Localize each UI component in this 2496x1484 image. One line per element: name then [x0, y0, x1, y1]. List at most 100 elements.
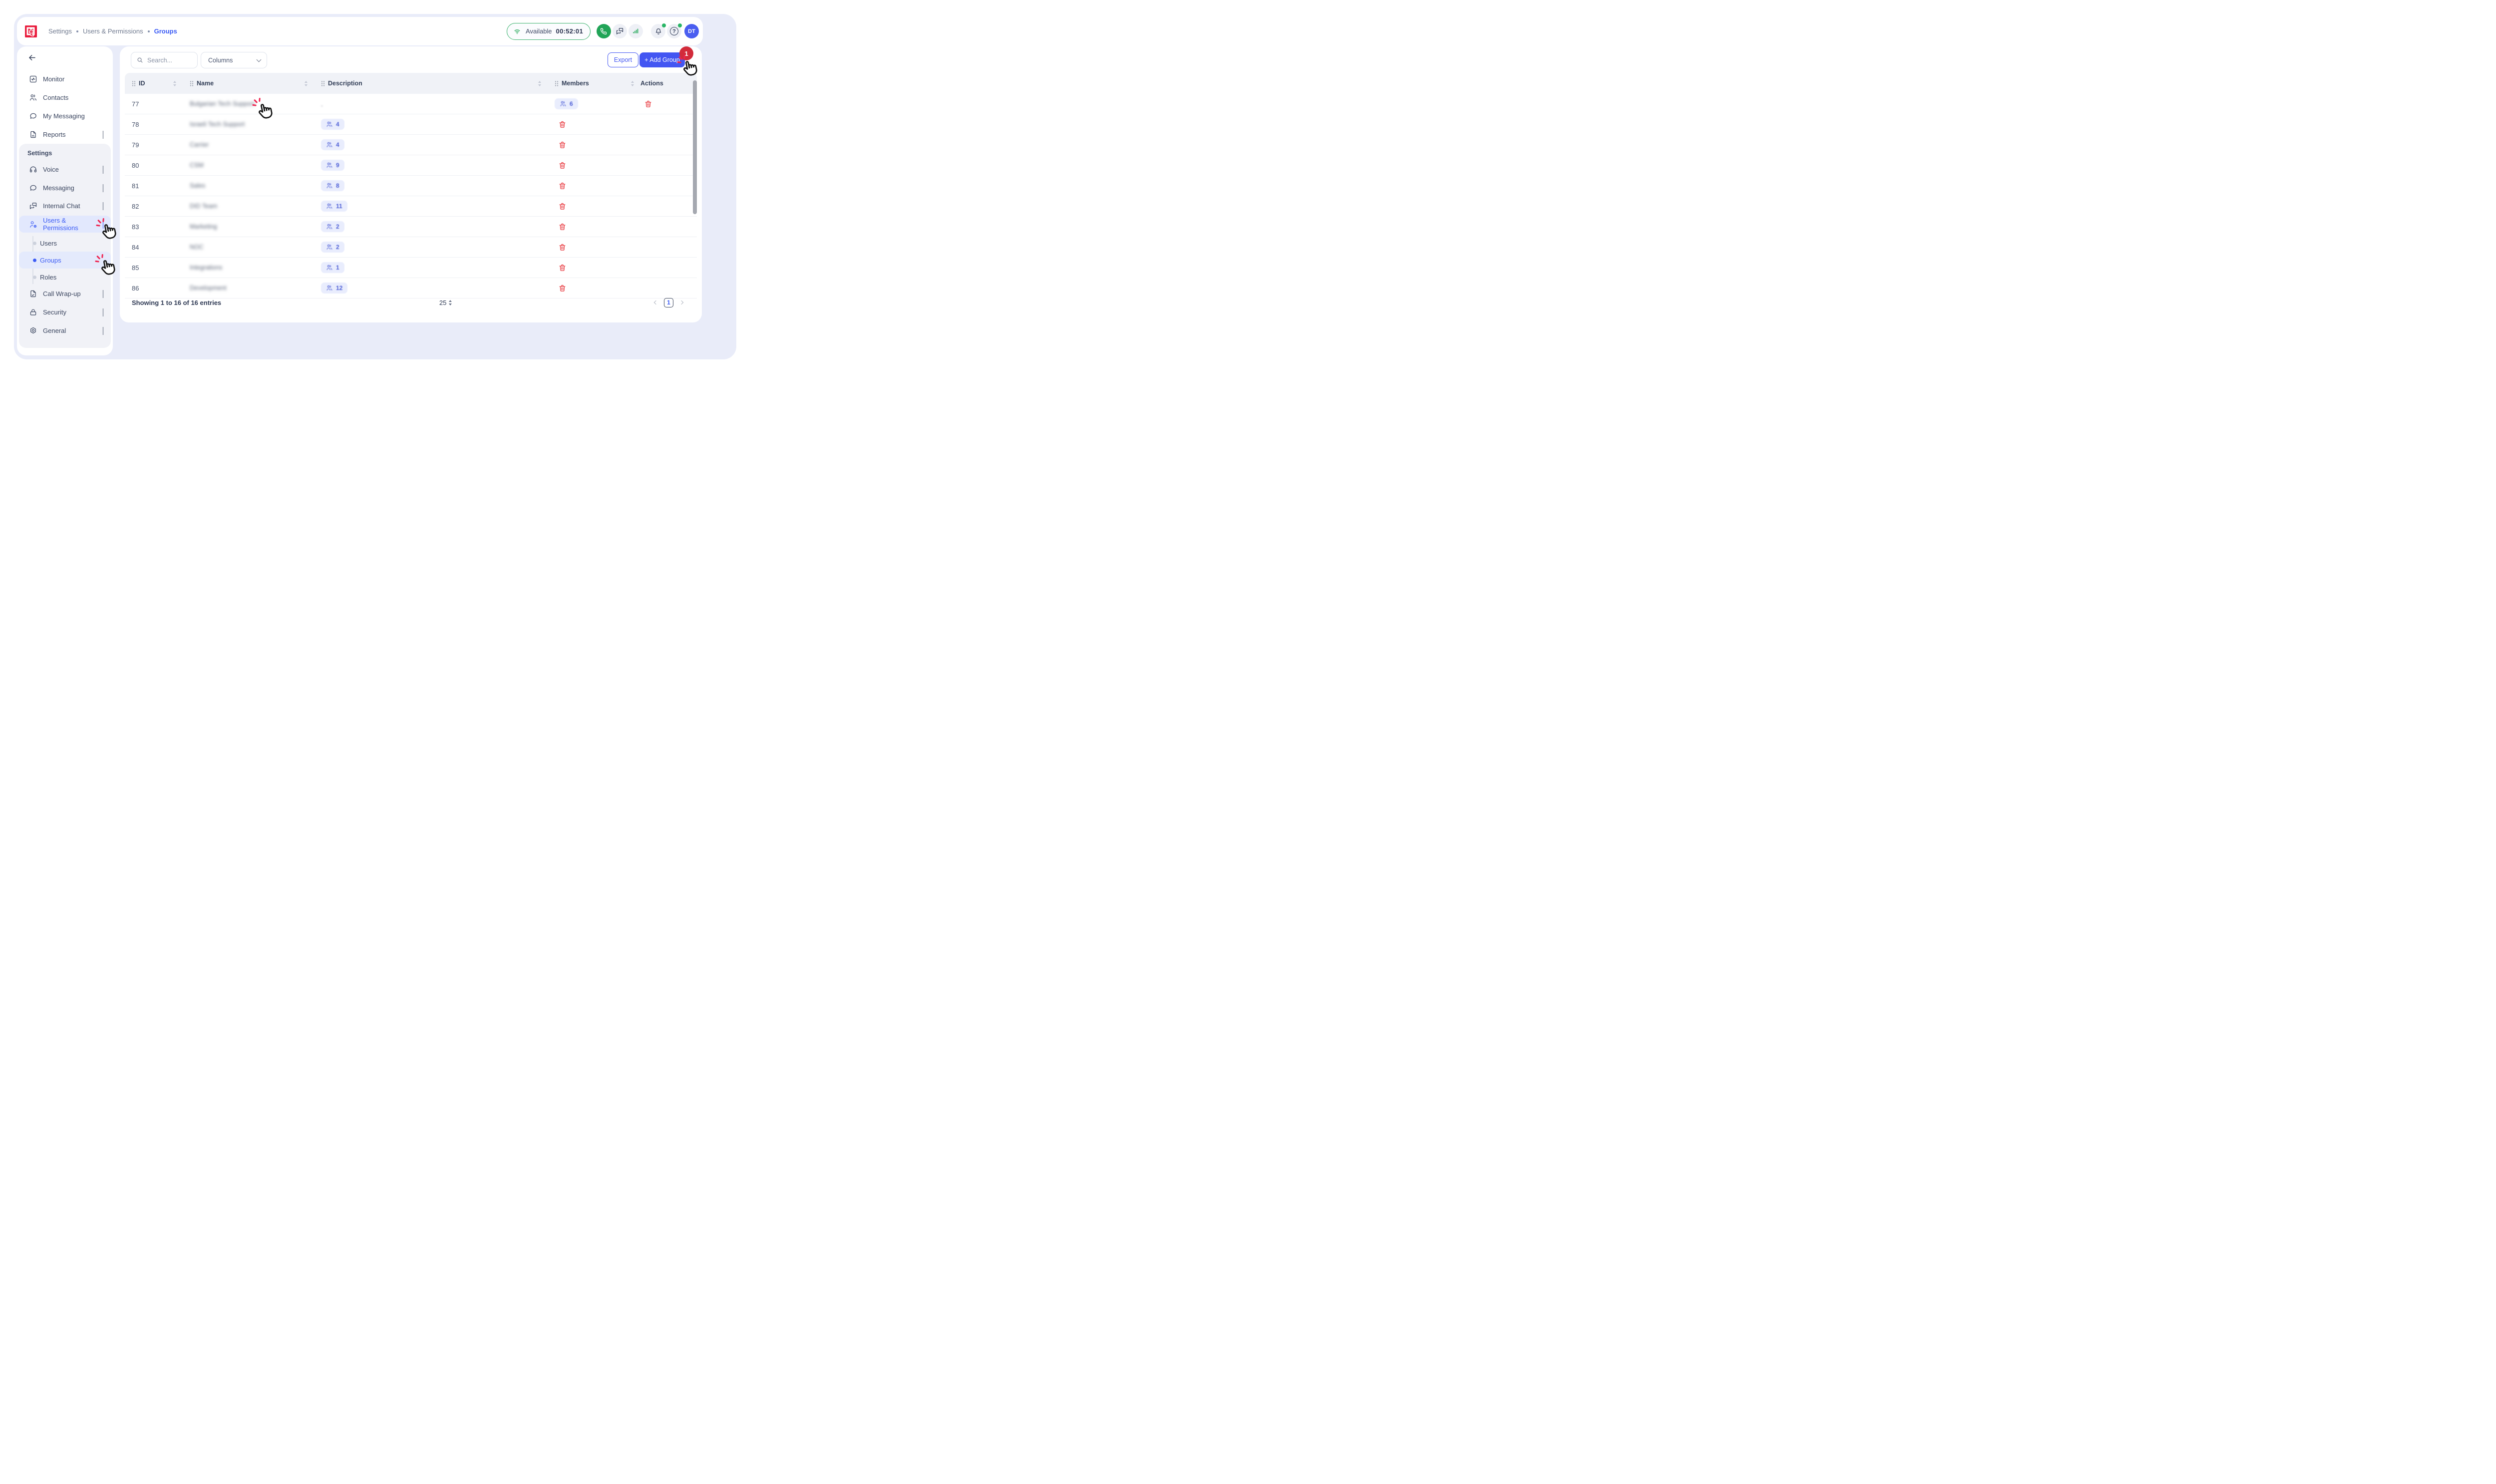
- delete-group-button[interactable]: [558, 284, 567, 293]
- previous-page-icon[interactable]: [653, 300, 658, 305]
- table-row[interactable]: 77 Bulgarian Tech Support . 6: [125, 94, 697, 114]
- table-row[interactable]: 84 NOC 2: [125, 237, 697, 258]
- add-group-button[interactable]: + Add Group: [639, 52, 685, 67]
- members-icon: [326, 223, 333, 230]
- sidebar-item-call-wrap-up[interactable]: Call Wrap-up: [19, 285, 111, 302]
- delete-group-button[interactable]: [558, 161, 567, 170]
- sidebar-subitem-groups[interactable]: Groups: [19, 252, 111, 269]
- call-quality-button[interactable]: [628, 24, 643, 38]
- row-name[interactable]: CSM: [190, 162, 204, 169]
- brand-logo-icon[interactable]: [25, 25, 37, 37]
- sidebar-item-general[interactable]: General: [19, 322, 111, 339]
- column-header-name[interactable]: Name: [190, 80, 321, 87]
- sidebar-subitem-roles[interactable]: Roles: [19, 269, 111, 286]
- sidebar-item-internal-chat[interactable]: Internal Chat: [19, 197, 111, 214]
- table-row[interactable]: 83 Marketing 2: [125, 217, 697, 237]
- members-icon: [326, 264, 333, 271]
- notification-count-badge: 1: [679, 46, 693, 60]
- members-icon: [326, 162, 333, 169]
- search-input[interactable]: [147, 56, 192, 64]
- delete-group-button[interactable]: [558, 120, 567, 129]
- delete-group-button[interactable]: [644, 100, 652, 108]
- delete-group-button[interactable]: [558, 223, 567, 231]
- table-row[interactable]: 78 Israeli Tech Support 4: [125, 114, 697, 135]
- table-row[interactable]: 85 Integrations 1: [125, 258, 697, 278]
- sidebar-item-messaging[interactable]: Messaging: [19, 179, 111, 196]
- members-count: 12: [336, 285, 343, 292]
- members-badge[interactable]: 1: [321, 262, 344, 273]
- members-badge[interactable]: 12: [321, 283, 348, 294]
- table-row[interactable]: 81 Sales 8: [125, 176, 697, 196]
- column-header-id[interactable]: ID: [132, 80, 190, 87]
- row-name[interactable]: Sales: [190, 182, 206, 189]
- column-header-description[interactable]: Description: [321, 80, 555, 87]
- breadcrumb-users-permissions[interactable]: Users & Permissions: [82, 27, 143, 35]
- table-row[interactable]: 82 DID Team 11: [125, 196, 697, 217]
- internal-chat-button[interactable]: [613, 24, 627, 38]
- bullet-icon: [33, 241, 36, 245]
- sort-icon[interactable]: [173, 80, 177, 87]
- drag-handle-icon[interactable]: [555, 80, 559, 87]
- breadcrumb-groups[interactable]: Groups: [154, 27, 177, 35]
- drag-handle-icon[interactable]: [132, 80, 136, 87]
- availability-status[interactable]: Available 00:52:01: [507, 22, 591, 40]
- row-name[interactable]: DID Team: [190, 203, 218, 210]
- sidebar-item-contacts[interactable]: Contacts: [19, 89, 111, 106]
- row-name[interactable]: Israeli Tech Support: [190, 121, 245, 128]
- sidebar-item-voice[interactable]: Voice: [19, 161, 111, 178]
- help-button[interactable]: ?: [667, 23, 682, 38]
- row-id: 77: [132, 100, 139, 108]
- sidebar-item-my-messaging[interactable]: My Messaging: [19, 107, 111, 124]
- column-header-members[interactable]: Members: [555, 80, 640, 87]
- vertical-scrollbar[interactable]: [693, 80, 697, 214]
- collapse-sidebar-button[interactable]: [27, 53, 37, 62]
- drag-handle-icon[interactable]: [190, 80, 194, 87]
- row-name[interactable]: Carrier: [190, 141, 209, 148]
- sidebar-item-label: Call Wrap-up: [43, 290, 81, 297]
- sidebar-item-security[interactable]: Security: [19, 303, 111, 320]
- sidebar-subitem-users[interactable]: Users: [19, 235, 111, 252]
- sort-icon[interactable]: [630, 80, 634, 87]
- delete-group-button[interactable]: [558, 264, 567, 272]
- members-badge[interactable]: 4: [321, 139, 344, 150]
- members-badge[interactable]: 6: [555, 98, 578, 109]
- sidebar-item-users-permissions[interactable]: Users & Permissions: [19, 216, 111, 233]
- page-size-select[interactable]: 25: [439, 299, 452, 306]
- members-badge[interactable]: 4: [321, 119, 344, 130]
- chat-bubbles-icon: [29, 202, 37, 210]
- sidebar-item-monitor[interactable]: Monitor: [19, 70, 111, 87]
- row-name[interactable]: Development: [190, 285, 227, 292]
- table-row[interactable]: 79 Carrier 4: [125, 135, 697, 155]
- delete-group-button[interactable]: [558, 141, 567, 149]
- breadcrumb-settings[interactable]: Settings: [48, 27, 72, 35]
- delete-group-button[interactable]: [558, 202, 567, 211]
- delete-group-button[interactable]: [558, 182, 567, 190]
- row-name[interactable]: NOC: [190, 244, 204, 251]
- columns-label: Columns: [208, 56, 233, 64]
- sort-icon[interactable]: [538, 80, 542, 87]
- export-button[interactable]: Export: [608, 52, 638, 67]
- avatar[interactable]: DT: [684, 24, 699, 38]
- user-cog-icon: [29, 220, 37, 229]
- status-label: Available: [526, 27, 552, 35]
- row-name[interactable]: Integrations: [190, 264, 223, 271]
- columns-dropdown[interactable]: Columns: [201, 52, 267, 68]
- phone-button[interactable]: [597, 24, 611, 38]
- sidebar-item-reports[interactable]: Reports: [19, 126, 111, 143]
- notifications-button[interactable]: [651, 23, 666, 38]
- members-badge[interactable]: 2: [321, 242, 344, 253]
- table-row[interactable]: 86 Development 12: [125, 278, 697, 298]
- table-row[interactable]: 80 CSM 9: [125, 155, 697, 176]
- next-page-icon[interactable]: [679, 300, 684, 305]
- delete-group-button[interactable]: [558, 243, 567, 252]
- drag-handle-icon[interactable]: [321, 80, 325, 87]
- members-badge[interactable]: 9: [321, 160, 344, 171]
- members-badge[interactable]: 8: [321, 180, 344, 191]
- row-name[interactable]: Bulgarian Tech Support: [190, 100, 255, 107]
- members-badge[interactable]: 2: [321, 221, 344, 232]
- members-badge[interactable]: 11: [321, 201, 347, 212]
- sort-icon[interactable]: [304, 80, 308, 87]
- row-name[interactable]: Marketing: [190, 223, 217, 230]
- message-bubble-icon: [29, 112, 37, 120]
- page-number-button[interactable]: 1: [664, 297, 673, 307]
